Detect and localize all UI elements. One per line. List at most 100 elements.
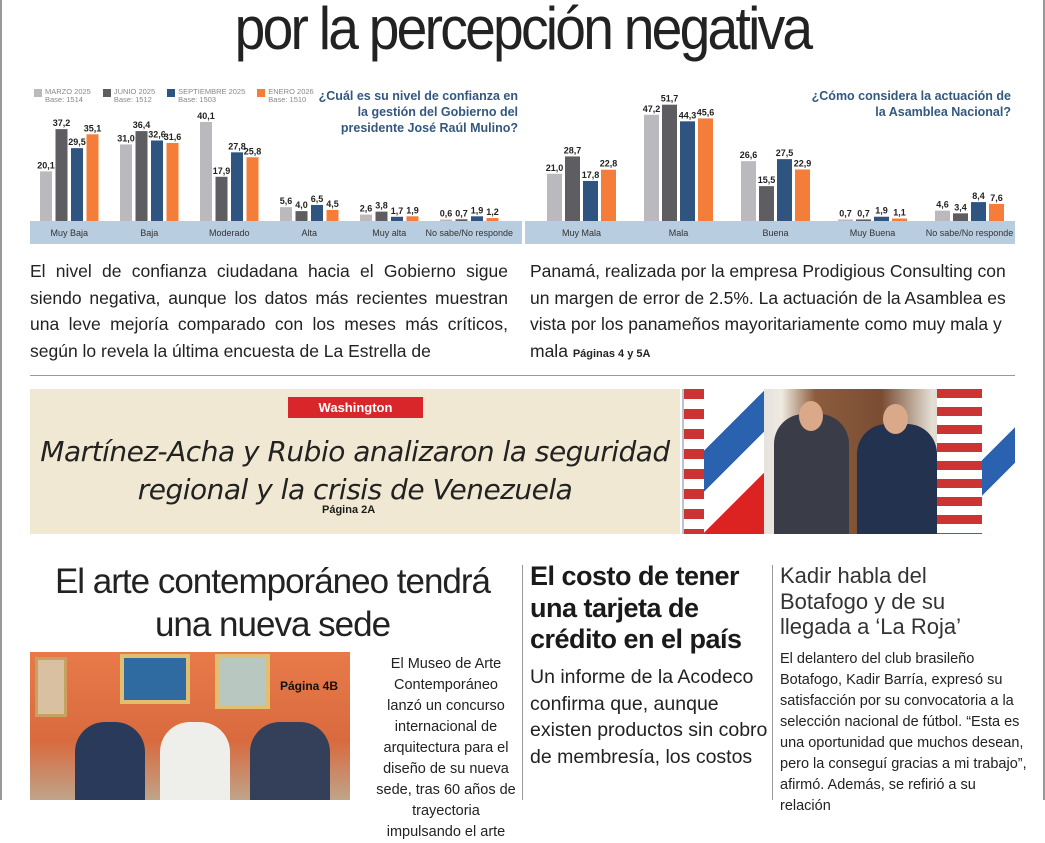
data-label: 25,8 — [244, 146, 262, 156]
person — [75, 722, 145, 800]
data-label: 2,6 — [360, 204, 373, 214]
legend-item: ENERO 2026 Base: 1510 — [257, 87, 314, 104]
data-label: 4,5 — [326, 199, 339, 209]
bar — [231, 152, 243, 221]
bar — [777, 159, 792, 221]
data-label: 1,1 — [893, 208, 906, 218]
person-right — [857, 424, 937, 534]
art-text: El Museo de Arte Contemporáneo lanzó un … — [376, 656, 516, 840]
data-label: 0,7 — [455, 208, 468, 218]
legend-item: MARZO 2025 Base: 1514 — [34, 88, 91, 104]
data-label: 3,4 — [954, 202, 967, 212]
legend-label: SEPTIEMBRE 2025 — [178, 87, 246, 96]
bar — [280, 207, 292, 221]
category-label: No sabe/No responde — [425, 228, 513, 238]
section-tag: Washington — [288, 397, 423, 418]
credit-card-text: Un informe de la Acodeco confirma que, a… — [530, 666, 768, 768]
data-label: 27,8 — [228, 141, 246, 151]
confidence-chart-svg: 20,1 37,2 29,5 35,1 Muy Baja 31,0 36,432,631,6… — [30, 111, 522, 244]
bar — [838, 219, 853, 221]
bar — [375, 211, 388, 221]
person-left-head — [799, 401, 823, 431]
data-label: 1,2 — [486, 207, 499, 217]
bar — [565, 156, 580, 221]
chart-title: ¿Cuál es su nivel de confianza en la ges… — [318, 89, 518, 135]
bar — [759, 186, 774, 221]
legend-base: Base: 1512 — [113, 95, 152, 104]
bar — [455, 219, 468, 221]
kadir-text: El delantero del club brasileño Botafogo… — [780, 651, 1027, 814]
confidence-chart: 20,1 37,2 29,5 35,1 Muy Baja 31,0 36,4 32,6 31,6… — [30, 85, 522, 245]
art-page-ref[interactable]: Página 4B — [280, 679, 339, 693]
data-label: 5,6 — [280, 196, 293, 206]
art-headline[interactable]: El arte contemporáneo tendrá una nueva s… — [54, 562, 491, 644]
axis-band — [525, 221, 1015, 244]
chart-title: ¿Cómo considera la actuación de la Asamb… — [811, 89, 1011, 119]
bar — [55, 129, 68, 221]
credit-card-headline[interactable]: El costo de tener una tarjeta de crédito… — [530, 561, 742, 654]
data-label: 21,0 — [546, 163, 564, 173]
data-label: 40,1 — [197, 111, 215, 121]
data-label: 0,7 — [857, 208, 870, 218]
kadir-headline[interactable]: Kadir habla del Botafogo y de su llegada… — [780, 563, 962, 639]
panama-flag-right — [982, 389, 1015, 534]
category-label: Mala — [669, 228, 689, 238]
data-label: 4,6 — [936, 200, 949, 210]
data-label: 22,9 — [794, 158, 812, 168]
bar — [644, 114, 659, 221]
data-label: 0,7 — [839, 208, 852, 218]
bar — [486, 218, 499, 221]
bar — [741, 161, 756, 221]
painting — [35, 657, 67, 717]
washington-photo — [682, 389, 1015, 534]
column-divider — [772, 565, 773, 800]
data-label: 4,0 — [295, 200, 308, 210]
legend-label: ENERO 2026 — [268, 87, 314, 96]
lead-page-ref[interactable]: Páginas 4 y 5A — [572, 347, 651, 360]
data-label: 1,9 — [875, 206, 888, 216]
bar — [406, 216, 419, 221]
category-label: Moderado — [209, 228, 250, 238]
bar — [326, 209, 339, 221]
data-label: 26,6 — [740, 150, 758, 160]
data-label: 8,4 — [972, 191, 985, 201]
legend-swatch — [167, 89, 176, 97]
chart-legend: MARZO 2025 Base: 1514 JUNIO 2025 Base: 151… — [34, 88, 314, 104]
data-label: 1,7 — [391, 206, 404, 216]
data-label: 27,5 — [776, 148, 794, 158]
legend-label: JUNIO 2025 — [113, 87, 156, 96]
bar — [120, 144, 132, 221]
bar — [40, 171, 52, 221]
column-divider — [522, 565, 523, 800]
page-frame — [0, 0, 1045, 800]
category-label: No sabe/No responde — [926, 228, 1014, 238]
person — [160, 722, 230, 800]
data-label: 36,4 — [133, 120, 151, 130]
bar — [547, 173, 562, 221]
painting — [215, 654, 270, 709]
washington-headline[interactable]: Martínez-Acha y Rubio analizaron la segu… — [40, 435, 670, 506]
bar — [662, 104, 677, 221]
legend-label: MARZO 2025 — [45, 87, 91, 96]
bar — [71, 148, 83, 221]
legend-item: JUNIO 2025 Base: 1512 — [102, 87, 156, 104]
data-label: 37,2 — [53, 118, 71, 128]
data-label: 6,5 — [311, 194, 324, 204]
us-flag-left — [684, 389, 704, 534]
bar — [135, 131, 148, 221]
data-label: 32,6 — [148, 129, 166, 139]
bar — [583, 180, 598, 221]
data-label: 47,2 — [643, 104, 661, 114]
category-label: Baja — [140, 228, 158, 238]
bar — [295, 211, 308, 221]
lead-text-right-body: Panamá, realizada por la empresa Prodigi… — [530, 261, 1006, 361]
legend-base: Base: 1514 — [45, 95, 83, 104]
legend-base: Base: 1503 — [178, 95, 217, 104]
bar — [200, 121, 212, 221]
bar — [86, 134, 99, 221]
washington-page-ref[interactable]: Página 2A — [322, 504, 376, 516]
bar — [311, 204, 323, 221]
bar — [166, 142, 179, 221]
data-label: 45,6 — [697, 107, 715, 117]
bar — [874, 216, 889, 221]
